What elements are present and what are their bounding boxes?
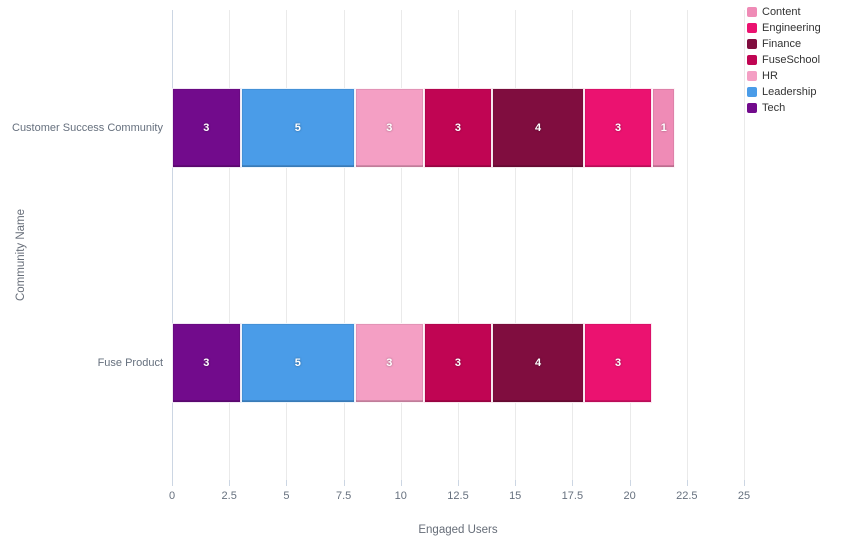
x-tick-mark xyxy=(172,480,173,486)
gridline xyxy=(343,10,345,480)
bar-segment-label: 3 xyxy=(615,121,622,134)
x-tick-mark xyxy=(572,480,574,486)
gridline xyxy=(572,10,574,480)
bar-segment-label: 3 xyxy=(615,356,622,369)
x-tick-label: 0 xyxy=(168,490,176,502)
x-tick-label: 7.5 xyxy=(335,490,352,502)
x-tick-label: 10 xyxy=(394,490,407,502)
gridline xyxy=(286,10,288,480)
bar-segment-label: 4 xyxy=(534,356,542,369)
x-tick-label: 15 xyxy=(509,490,522,502)
legend-item[interactable]: Leadership xyxy=(747,84,821,100)
legend-label: FuseSchool xyxy=(762,54,821,66)
x-axis-title: Engaged Users xyxy=(418,524,498,536)
legend-swatch xyxy=(747,7,757,17)
legend-label: Tech xyxy=(762,102,786,114)
legend-swatch xyxy=(747,23,757,33)
x-tick-mark xyxy=(286,480,288,486)
bar-segment[interactable]: 3 xyxy=(423,322,493,403)
plot-area: 3 5 3 3 4 3 1 3 5 3 3 4 3 xyxy=(172,10,745,480)
bar-segment-label: 5 xyxy=(294,356,301,369)
legend-item[interactable]: Tech xyxy=(747,100,821,116)
x-tick-mark xyxy=(229,480,231,486)
bar-segment-label: 3 xyxy=(454,121,462,134)
gridline xyxy=(400,10,402,480)
legend-label: Engineering xyxy=(762,22,821,34)
gridline xyxy=(629,10,631,480)
x-tick-mark xyxy=(458,480,459,486)
bar-segment[interactable]: 3 xyxy=(583,322,653,403)
x-tick-mark xyxy=(515,480,517,486)
x-tick-label: 17.5 xyxy=(561,490,584,502)
y-axis-line xyxy=(172,10,173,480)
bar-segment[interactable]: 3 xyxy=(355,87,424,168)
bar-segment-label: 3 xyxy=(203,356,210,369)
legend-swatch xyxy=(747,103,757,113)
gridline xyxy=(515,10,517,480)
legend-item[interactable]: FuseSchool xyxy=(747,52,821,68)
bar-segment-label: 3 xyxy=(454,356,462,369)
category-label: Fuse Product xyxy=(97,356,163,369)
bar-segment[interactable]: 3 xyxy=(172,322,241,403)
x-tick-label: 20 xyxy=(623,490,636,502)
bar-segment[interactable]: 5 xyxy=(240,322,356,403)
legend-swatch xyxy=(747,71,757,81)
bar-segment[interactable]: 5 xyxy=(240,87,356,168)
bar-segment[interactable]: 3 xyxy=(423,87,493,168)
legend: Content Engineering Finance FuseSchool HR Lea… xyxy=(747,4,821,116)
stacked-bar: 3 5 3 3 4 3 xyxy=(172,322,653,403)
category-axis-labels: Customer Success Community Fuse Product xyxy=(0,10,163,480)
x-tick-mark xyxy=(629,480,631,486)
x-tick-label: 12.5 xyxy=(447,490,469,502)
legend-swatch xyxy=(747,87,757,97)
x-tick-label: 22.5 xyxy=(676,490,698,502)
bar-segment[interactable]: 4 xyxy=(492,87,584,168)
bar-segment[interactable]: 1 xyxy=(652,87,676,168)
category-label: Customer Success Community xyxy=(12,121,163,134)
legend-item[interactable]: Engineering xyxy=(747,20,821,36)
gridline xyxy=(458,10,459,480)
bar-row: 3 5 3 3 4 3 xyxy=(172,245,744,480)
x-tick-label: 5 xyxy=(283,490,290,502)
bar-segment-label: 4 xyxy=(534,121,542,134)
legend-item[interactable]: Content xyxy=(747,4,821,20)
legend-swatch xyxy=(747,39,757,49)
x-tick-mark xyxy=(686,480,688,486)
gridline xyxy=(229,10,231,480)
x-tick-mark xyxy=(744,480,745,486)
x-tick-mark xyxy=(343,480,345,486)
legend-item[interactable]: HR xyxy=(747,68,821,84)
legend-label: HR xyxy=(762,70,778,82)
legend-label: Leadership xyxy=(762,86,817,98)
bar-segment[interactable]: 3 xyxy=(172,87,241,168)
bar-segment-label: 3 xyxy=(386,356,393,369)
x-tick-mark xyxy=(400,480,402,486)
x-tick-label: 25 xyxy=(737,490,751,502)
bar-segment-label: 3 xyxy=(203,121,210,134)
bar-segment-label: 3 xyxy=(386,121,393,134)
bar-segment-label: 1 xyxy=(660,121,667,134)
x-tick-label: 2.5 xyxy=(221,490,237,502)
legend-label: Content xyxy=(762,6,801,18)
bar-row: 3 5 3 3 4 3 1 xyxy=(172,10,744,245)
gridline xyxy=(744,10,745,480)
bar-segment[interactable]: 3 xyxy=(583,87,653,168)
legend-swatch xyxy=(747,55,757,65)
legend-label: Finance xyxy=(762,38,802,50)
bar-segment-label: 5 xyxy=(294,121,301,134)
stacked-bar: 3 5 3 3 4 3 1 xyxy=(172,87,676,168)
legend-item[interactable]: Finance xyxy=(747,36,821,52)
bar-segment[interactable]: 4 xyxy=(492,322,584,403)
gridline xyxy=(686,10,688,480)
bar-segment[interactable]: 3 xyxy=(355,322,424,403)
